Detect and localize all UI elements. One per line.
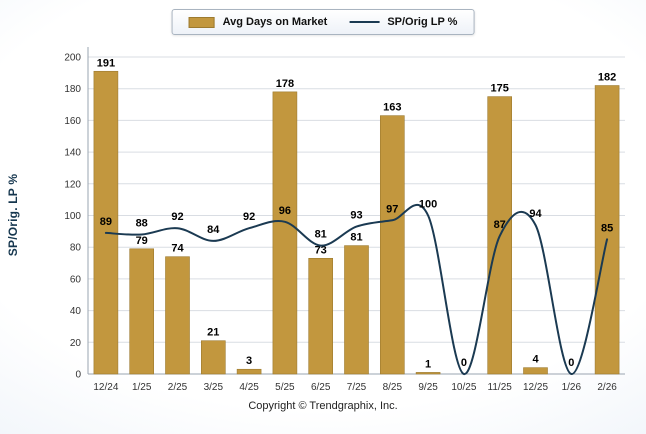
y-tick-label: 180 [64, 84, 81, 95]
x-tick-label: 2/26 [597, 382, 617, 393]
x-tick-label: 1/26 [562, 382, 582, 393]
bar-value-label: 178 [276, 78, 294, 90]
y-tick-label: 140 [64, 148, 81, 159]
x-tick-label: 10/25 [451, 382, 476, 393]
line-value-label: 81 [315, 229, 327, 241]
legend-line-label: SP/Orig LP % [387, 16, 458, 28]
x-tick-label: 3/25 [204, 382, 224, 393]
x-tick-label: 9/25 [418, 382, 438, 393]
line-value-label: 88 [136, 218, 148, 230]
bar [523, 367, 548, 375]
line-series [104, 203, 609, 376]
bar-value-label: 182 [598, 72, 616, 84]
bar-value-label: 74 [171, 243, 184, 255]
x-tick-label: 12/24 [93, 382, 118, 393]
bar [379, 115, 405, 375]
bar [415, 372, 441, 375]
legend-line-swatch-icon [349, 21, 380, 23]
line-value-label: 94 [529, 208, 542, 220]
y-tick-label: 0 [75, 370, 81, 381]
bar [594, 85, 620, 375]
x-tick-label: 6/25 [311, 382, 331, 393]
x-tick-label: 11/25 [488, 382, 513, 393]
bar-value-label: 1 [425, 358, 431, 370]
legend-bar-swatch-icon [188, 16, 215, 28]
bar-value-label: 175 [491, 83, 509, 95]
bar-value-label: 191 [97, 57, 115, 69]
bar [201, 340, 226, 375]
x-tick-label: 12/25 [523, 382, 548, 393]
legend: Avg Days on Market SP/Orig LP % [171, 9, 475, 35]
line-value-label: 96 [279, 205, 291, 217]
y-tick-label: 40 [70, 306, 82, 317]
x-tick-label: 2/25 [168, 382, 188, 393]
x-tick-label: 7/25 [347, 382, 367, 393]
line-value-label: 89 [100, 216, 112, 228]
y-tick-label: 200 [64, 53, 81, 64]
line-value-label: 87 [494, 219, 506, 231]
line-value-label: 92 [243, 211, 255, 223]
bar-value-label: 3 [246, 355, 252, 367]
y-tick-label: 120 [64, 179, 81, 190]
line-value-label: 84 [207, 224, 220, 236]
bar [129, 248, 154, 375]
y-tick-label: 100 [64, 211, 81, 222]
line-value-label: 0 [461, 357, 467, 369]
bar [165, 256, 190, 375]
bar-value-label: 163 [383, 102, 401, 114]
x-tick-label: 5/25 [275, 382, 295, 393]
bar-value-label: 81 [350, 232, 362, 244]
bar-value-label: 79 [136, 235, 148, 247]
line-value-label: 97 [386, 203, 398, 215]
x-tick-label: 1/25 [132, 382, 152, 393]
line-value-label: 85 [601, 222, 613, 234]
bar [344, 245, 369, 375]
bar [93, 70, 119, 375]
y-tick-label: 160 [64, 116, 81, 127]
bar-value-label: 73 [315, 244, 327, 256]
line-value-label: 93 [350, 210, 362, 222]
line-value-label: 92 [171, 211, 183, 223]
bar-value-label: 21 [207, 327, 219, 339]
y-axis-title: SP/Orig. LP % [6, 173, 20, 257]
bar [308, 257, 334, 375]
y-tick-label: 80 [70, 243, 82, 254]
x-tick-label: 8/25 [383, 382, 403, 393]
legend-bar-label: Avg Days on Market [222, 16, 328, 28]
line-value-label: 100 [419, 199, 437, 211]
bar [272, 91, 298, 375]
copyright-text: Copyright © Trendgraphix, Inc. [248, 400, 398, 412]
y-tick-label: 60 [70, 274, 82, 285]
y-tick-label: 20 [70, 338, 82, 349]
x-tick-label: 4/25 [239, 382, 259, 393]
line-value-label: 0 [568, 357, 574, 369]
bar-value-label: 4 [532, 354, 539, 366]
bar [236, 368, 262, 375]
